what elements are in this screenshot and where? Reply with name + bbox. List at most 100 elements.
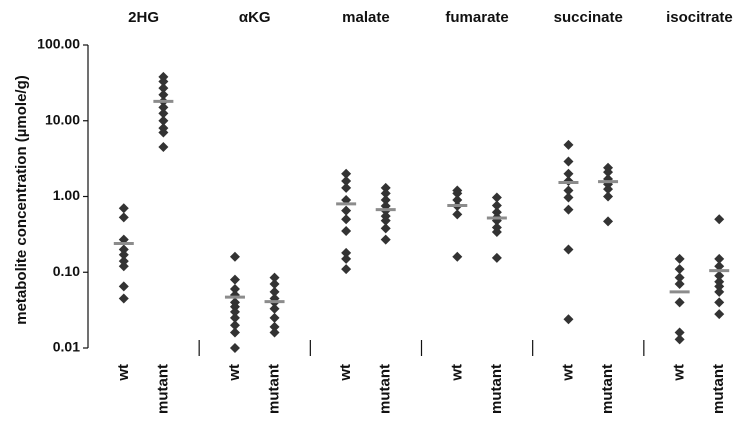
data-point — [229, 306, 240, 317]
data-point — [341, 226, 352, 237]
x-tick-label: wt — [226, 364, 243, 382]
data-point — [452, 188, 463, 199]
data-point — [229, 301, 240, 312]
data-point — [158, 83, 169, 94]
data-point — [269, 321, 280, 332]
data-point — [341, 253, 352, 264]
data-point — [714, 214, 725, 225]
data-point — [452, 251, 463, 262]
data-point — [714, 286, 725, 297]
data-point — [118, 293, 129, 304]
data-point — [158, 115, 169, 126]
y-tick-label: 0.10 — [53, 263, 80, 279]
data-point — [158, 76, 169, 87]
data-point — [229, 343, 240, 353]
data-point — [341, 214, 352, 225]
data-point — [563, 168, 574, 179]
x-tick-label: wt — [448, 364, 465, 382]
group-label: malate — [342, 9, 390, 26]
y-tick-label: 1.00 — [53, 187, 80, 203]
data-point — [380, 215, 391, 226]
x-tick-label: wt — [115, 364, 132, 382]
group-label: 2HG — [128, 9, 159, 26]
data-point — [563, 185, 574, 196]
group-label: isocitrate — [666, 9, 733, 26]
data-point — [269, 303, 280, 314]
data-point — [491, 226, 502, 237]
data-point — [158, 108, 169, 119]
data-point — [491, 252, 502, 263]
data-point — [380, 223, 391, 234]
data-point — [380, 188, 391, 199]
data-point — [118, 261, 129, 272]
data-point — [158, 89, 169, 100]
data-point — [341, 168, 352, 179]
data-point — [452, 209, 463, 220]
data-point — [118, 244, 129, 255]
data-point — [491, 207, 502, 218]
data-point — [341, 247, 352, 258]
data-point — [158, 102, 169, 113]
data-point — [563, 314, 574, 325]
data-point — [603, 167, 614, 178]
data-point — [714, 253, 725, 264]
data-point — [158, 142, 169, 153]
y-axis-label: metabolite concentration (µmole/g) — [13, 75, 30, 325]
data-point — [674, 297, 685, 308]
data-point — [269, 278, 280, 289]
group-label: fumarate — [445, 9, 508, 26]
data-point — [229, 327, 240, 338]
data-point — [118, 249, 129, 260]
data-point — [341, 264, 352, 275]
data-point — [674, 264, 685, 275]
data-point — [491, 192, 502, 203]
data-point — [674, 278, 685, 289]
x-tick-label: mutant — [377, 364, 394, 414]
data-point — [158, 127, 169, 138]
data-point — [714, 281, 725, 292]
group-label: αKG — [239, 9, 271, 26]
data-point — [118, 203, 129, 214]
x-tick-label: wt — [559, 364, 576, 382]
data-point — [269, 327, 280, 338]
data-point — [118, 281, 129, 292]
data-point — [563, 244, 574, 255]
x-tick-label: wt — [337, 364, 354, 382]
data-point — [674, 272, 685, 283]
data-point — [341, 205, 352, 216]
x-tick-label: mutant — [154, 364, 171, 414]
data-point — [563, 156, 574, 167]
data-point — [229, 320, 240, 331]
y-tick-label: 0.01 — [53, 339, 80, 355]
data-point — [714, 309, 725, 320]
data-point — [269, 272, 280, 283]
data-point — [674, 327, 685, 338]
data-point — [269, 312, 280, 323]
y-tick-label: 100.00 — [37, 36, 80, 52]
data-point — [603, 216, 614, 227]
data-point — [229, 284, 240, 295]
data-point — [714, 297, 725, 308]
data-point — [563, 192, 574, 203]
data-point — [380, 194, 391, 205]
data-point — [229, 251, 240, 262]
data-point — [341, 182, 352, 193]
data-point — [714, 261, 725, 272]
x-tick-label: mutant — [599, 364, 616, 414]
x-tick-label: wt — [671, 364, 688, 382]
x-tick-label: mutant — [266, 364, 283, 414]
data-point — [380, 234, 391, 245]
x-tick-label: mutant — [710, 364, 727, 414]
data-point — [563, 139, 574, 150]
data-point — [714, 270, 725, 281]
data-point — [603, 184, 614, 195]
x-tick-label: mutant — [488, 364, 505, 414]
data-point — [603, 191, 614, 202]
data-point — [452, 194, 463, 205]
data-point — [674, 253, 685, 264]
data-point — [118, 256, 129, 267]
data-point — [269, 286, 280, 297]
data-point — [229, 274, 240, 285]
group-label: succinate — [554, 9, 623, 26]
